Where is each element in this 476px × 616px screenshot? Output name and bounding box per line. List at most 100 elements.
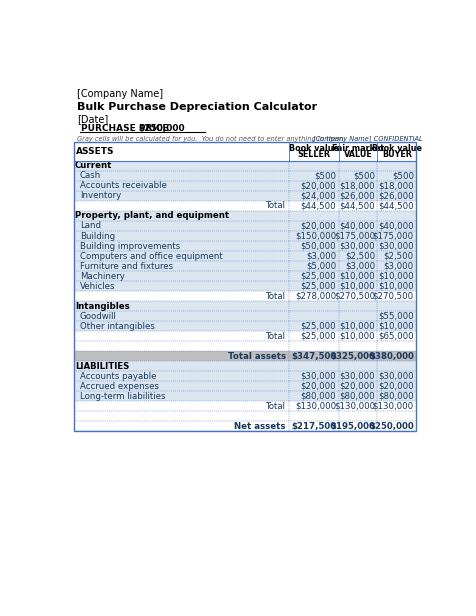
Text: $130,000: $130,000 (372, 402, 413, 411)
Text: Book value: Book value (371, 144, 421, 153)
Bar (73, 241, 288, 251)
Bar (73, 341, 288, 351)
Text: $250,000: $250,000 (139, 124, 185, 133)
Text: Land: Land (79, 222, 100, 230)
Text: $270,500: $270,500 (333, 291, 374, 301)
Text: Cash: Cash (79, 171, 101, 180)
Bar (338, 291, 377, 301)
Bar (288, 361, 338, 371)
Bar (73, 351, 288, 361)
Text: Total: Total (265, 201, 285, 211)
Text: $175,000: $175,000 (372, 232, 413, 240)
Text: $25,000: $25,000 (300, 272, 336, 280)
Bar (73, 401, 288, 411)
Bar (288, 191, 338, 201)
Text: $217,500: $217,500 (290, 422, 336, 431)
Text: $24,000: $24,000 (300, 192, 336, 200)
Bar (338, 231, 377, 241)
Bar (288, 311, 338, 321)
Text: Building improvements: Building improvements (79, 241, 179, 251)
Text: Accounts payable: Accounts payable (79, 371, 156, 381)
Text: $270,500: $270,500 (372, 291, 413, 301)
Bar (377, 171, 415, 181)
Text: $175,000: $175,000 (333, 232, 374, 240)
Text: LIABILITIES: LIABILITIES (75, 362, 129, 371)
Text: $30,000: $30,000 (339, 241, 374, 251)
Text: $30,000: $30,000 (377, 371, 413, 381)
Text: $18,000: $18,000 (339, 182, 374, 190)
Bar (73, 281, 288, 291)
Text: $30,000: $30,000 (339, 371, 374, 381)
Text: $40,000: $40,000 (339, 222, 374, 230)
Bar (288, 291, 338, 301)
Text: $18,000: $18,000 (377, 182, 413, 190)
Text: $80,000: $80,000 (377, 392, 413, 400)
Bar (338, 391, 377, 401)
Text: Accrued expenses: Accrued expenses (79, 382, 159, 391)
Text: $25,000: $25,000 (300, 331, 336, 341)
Bar (73, 211, 288, 221)
Bar (338, 191, 377, 201)
Bar (288, 351, 338, 361)
Text: $2,500: $2,500 (344, 251, 374, 261)
Bar (73, 311, 288, 321)
Bar (338, 211, 377, 221)
Bar (73, 181, 288, 191)
Bar (73, 261, 288, 271)
Bar (288, 261, 338, 271)
Text: $30,000: $30,000 (300, 371, 336, 381)
Text: $44,500: $44,500 (377, 201, 413, 211)
Text: [Date]: [Date] (77, 114, 108, 124)
Bar (377, 261, 415, 271)
Bar (73, 191, 288, 201)
Text: $10,000: $10,000 (339, 331, 374, 341)
Bar (377, 221, 415, 231)
Text: $3,000: $3,000 (383, 262, 413, 270)
Bar (288, 181, 338, 191)
Bar (73, 142, 415, 161)
Bar (288, 381, 338, 391)
Text: $10,000: $10,000 (339, 322, 374, 331)
Text: Gray cells will be calculated for you.  You do not need to enter anything in the: Gray cells will be calculated for you. Y… (77, 136, 345, 142)
Bar (73, 271, 288, 281)
Text: $80,000: $80,000 (339, 392, 374, 400)
Text: $55,000: $55,000 (377, 312, 413, 320)
Bar (377, 361, 415, 371)
Bar (288, 301, 338, 311)
Bar (338, 281, 377, 291)
Bar (288, 161, 338, 171)
Text: $5,000: $5,000 (306, 262, 336, 270)
Bar (377, 291, 415, 301)
Text: $10,000: $10,000 (377, 282, 413, 291)
Text: Current: Current (75, 161, 112, 171)
Bar (377, 271, 415, 281)
Text: $20,000: $20,000 (377, 382, 413, 391)
Text: VALUE: VALUE (343, 150, 372, 160)
Text: $500: $500 (314, 171, 336, 180)
Bar (288, 221, 338, 231)
Bar (338, 201, 377, 211)
Bar (73, 142, 415, 431)
Bar (377, 201, 415, 211)
Text: $10,000: $10,000 (339, 282, 374, 291)
Bar (377, 351, 415, 361)
Bar (377, 301, 415, 311)
Bar (338, 261, 377, 271)
Text: $25,000: $25,000 (300, 322, 336, 331)
Bar (73, 291, 288, 301)
Text: Furniture and fixtures: Furniture and fixtures (79, 262, 172, 270)
Bar (338, 171, 377, 181)
Bar (288, 231, 338, 241)
Text: $347,500: $347,500 (290, 352, 336, 360)
Text: $3,000: $3,000 (344, 262, 374, 270)
Text: $3,000: $3,000 (306, 251, 336, 261)
Bar (338, 311, 377, 321)
Bar (73, 361, 288, 371)
Text: Property, plant, and equipment: Property, plant, and equipment (75, 211, 229, 221)
Bar (288, 251, 338, 261)
Bar (377, 241, 415, 251)
Text: Total: Total (265, 402, 285, 411)
Text: $65,000: $65,000 (377, 331, 413, 341)
Text: $30,000: $30,000 (377, 241, 413, 251)
Text: $150,000: $150,000 (295, 232, 336, 240)
